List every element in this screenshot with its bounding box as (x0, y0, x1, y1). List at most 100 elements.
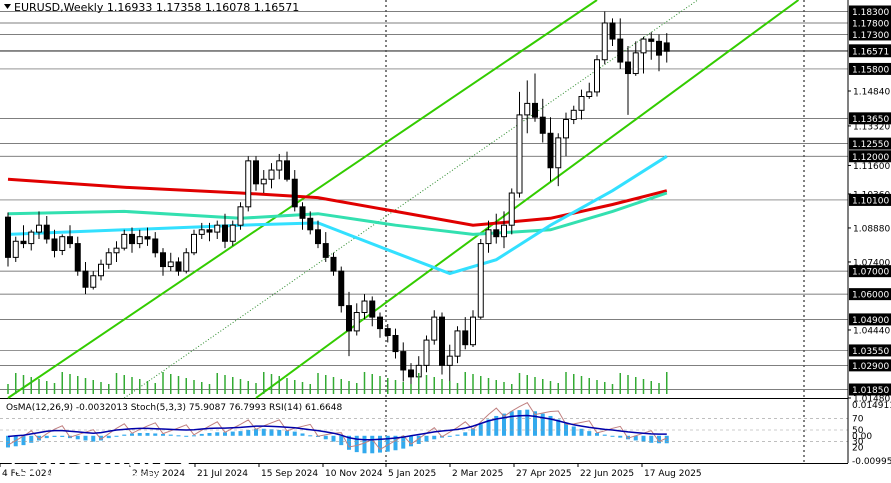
candle-body (307, 217, 314, 231)
candle-body (36, 224, 42, 233)
chart-title: EURUSD,Weekly 1.16933 1.17358 1.16078 1.… (14, 1, 299, 14)
price-label: 1.13650 (852, 115, 889, 125)
osma-bar (21, 435, 26, 446)
osma-bar (277, 429, 282, 436)
osma-bar (455, 434, 460, 436)
oscillator-axis-label: 70 (852, 414, 864, 424)
moving-average-line (7, 191, 668, 236)
candle-body (346, 305, 352, 332)
oscillator-pane[interactable] (0, 402, 848, 454)
osma-bar (192, 435, 196, 437)
price-label: 1.13320 (853, 122, 890, 132)
price-label-box (849, 137, 891, 150)
stochastic-line (7, 402, 668, 451)
oscillator-axis-label: 20 (852, 443, 864, 453)
time-label: 2 Mar 2025 (452, 469, 503, 479)
candle-body (640, 38, 647, 54)
candle-body (330, 256, 337, 272)
price-label: 1.01850 (852, 386, 889, 396)
osma-bar (517, 410, 522, 436)
candle-body (191, 233, 197, 254)
candle-body (439, 316, 445, 366)
candle-body (98, 263, 104, 277)
watermark-brand: instaforex (44, 446, 194, 476)
osma-bar (409, 435, 413, 447)
candle-body (160, 252, 166, 268)
price-label: 1.17800 (852, 19, 889, 29)
oscillator-axis-label: -0.00995 (852, 457, 891, 467)
price-label-box (849, 265, 891, 278)
osma-bar (447, 435, 452, 437)
price-label: 1.12000 (852, 153, 889, 163)
price-label-box (849, 150, 891, 163)
candle-body (152, 238, 159, 254)
candle-body (268, 169, 275, 180)
candle-body (563, 118, 569, 139)
candle-body (315, 229, 321, 245)
osma-bar (285, 430, 289, 436)
osma-bar (246, 429, 251, 436)
candle-body (532, 102, 538, 118)
candle-body (28, 231, 35, 245)
price-axis: 1.183001.178001.173001.166101.165711.158… (847, 0, 891, 467)
candle-body (284, 160, 290, 180)
osma-bar (106, 435, 111, 439)
osma-bar (130, 433, 134, 436)
candle-body (299, 206, 306, 219)
osma-bar (393, 435, 398, 451)
osma-bar (137, 432, 142, 436)
candle-body (601, 22, 608, 61)
osma-bar (52, 435, 57, 437)
candle-body (369, 300, 376, 318)
candle-body (555, 137, 562, 169)
osma-bar (618, 435, 623, 438)
osma-bar (370, 435, 375, 454)
osma-bar (347, 435, 351, 450)
candle-body (338, 270, 345, 307)
price-label-box (849, 112, 891, 125)
osma-bar (525, 409, 530, 436)
price-label-box (849, 62, 891, 75)
oscillator-axis-label: 0.00 (852, 432, 872, 442)
price-pane[interactable] (0, 0, 848, 464)
osma-bar (649, 435, 654, 443)
osma-bar (362, 435, 367, 454)
candle-body (245, 160, 252, 208)
candle-body (408, 369, 414, 378)
candle-body (578, 96, 585, 111)
time-label: 10 Nov 2024 (325, 469, 383, 479)
osma-bar (238, 431, 243, 436)
time-label: 22 Jun 2025 (580, 469, 634, 479)
candle-body (167, 261, 174, 268)
osma-bar (486, 419, 491, 436)
price-label-box (849, 45, 891, 58)
price-label: 1.14840 (853, 87, 890, 97)
price-label: 1.08880 (853, 224, 890, 234)
trend-channel-line (7, 0, 598, 399)
candle-body (43, 224, 50, 240)
osma-bar (548, 415, 553, 436)
candle-body (617, 38, 624, 63)
candle-body (462, 330, 469, 346)
candle-body (493, 229, 500, 238)
candle-body (67, 236, 73, 245)
osma-bar (533, 411, 537, 436)
price-label: 1.15800 (852, 65, 889, 75)
osma-bar (60, 435, 65, 437)
price-label: 1.16571 (852, 48, 889, 58)
price-label-box (849, 344, 891, 357)
symbol-menu-arrow-icon[interactable] (4, 4, 11, 9)
candle-body (175, 261, 182, 272)
price-label-box (849, 359, 891, 372)
candle-body (198, 229, 205, 235)
candle-body (547, 132, 554, 169)
price-label: 1.02900 (852, 362, 889, 372)
osma-bar (587, 431, 592, 436)
candle-body (648, 38, 655, 42)
candle-body (222, 224, 228, 242)
watermark: instaforex Instant Forex Trading (11, 446, 194, 482)
candle-body (20, 240, 27, 245)
osma-bar (633, 435, 638, 441)
candle-body (90, 275, 97, 288)
